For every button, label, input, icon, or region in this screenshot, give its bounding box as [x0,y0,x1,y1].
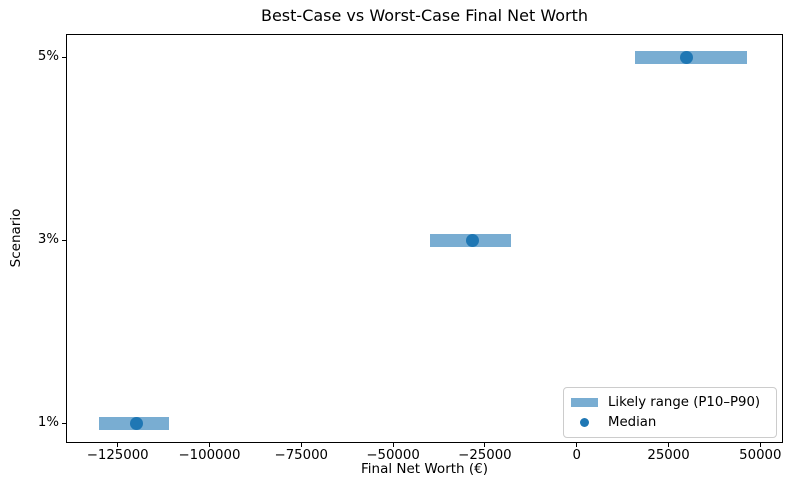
legend-median-label: Median [608,415,657,430]
x-tick-label-3: −50000 [366,448,420,463]
x-tick-label-5: 0 [572,448,581,463]
x-tick-label-4: −25000 [458,448,512,463]
legend-range-swatch-box [571,398,598,407]
y-tick-5% [62,56,66,58]
y-tick-label-5%: 5% [37,49,59,64]
x-tick-4 [484,443,486,447]
x-tick-5 [576,443,578,447]
chart-title: Best-Case vs Worst-Case Final Net Worth [260,6,588,25]
legend-range-label: Likely range (P10–P90) [608,395,761,410]
legend-item-range: Likely range (P10–P90) [571,393,769,412]
x-tick-label-1: −100000 [178,448,241,463]
median-dot-3% [465,233,479,247]
x-tick-1 [208,443,210,447]
x-tick-label-7: 50000 [739,448,782,463]
legend-range-swatch [571,398,598,407]
x-tick-label-2: −75000 [274,448,328,463]
x-tick-7 [759,443,761,447]
x-tick-2 [300,443,302,447]
legend-median-swatch-box [571,418,598,427]
legend: Likely range (P10–P90) Median [563,387,777,438]
legend-item-median: Median [571,413,769,432]
y-tick-1% [62,422,66,424]
x-axis-label: Final Net Worth (€) [360,461,489,477]
median-dot-5% [680,50,694,64]
x-tick-6 [668,443,670,447]
y-axis-label: Scenario [8,208,24,268]
y-tick-label-1%: 1% [37,415,59,430]
x-tick-3 [392,443,394,447]
median-dot-1% [129,416,143,430]
x-tick-0 [117,443,119,447]
y-tick-3% [62,239,66,241]
x-tick-label-0: −125000 [86,448,149,463]
plot-area: Likely range (P10–P90) Median 1% 3% 5% −125… [38,34,783,463]
legend-median-marker-icon [580,418,589,427]
y-tick-label-3%: 3% [37,232,59,247]
x-tick-label-6: 25000 [647,448,690,463]
